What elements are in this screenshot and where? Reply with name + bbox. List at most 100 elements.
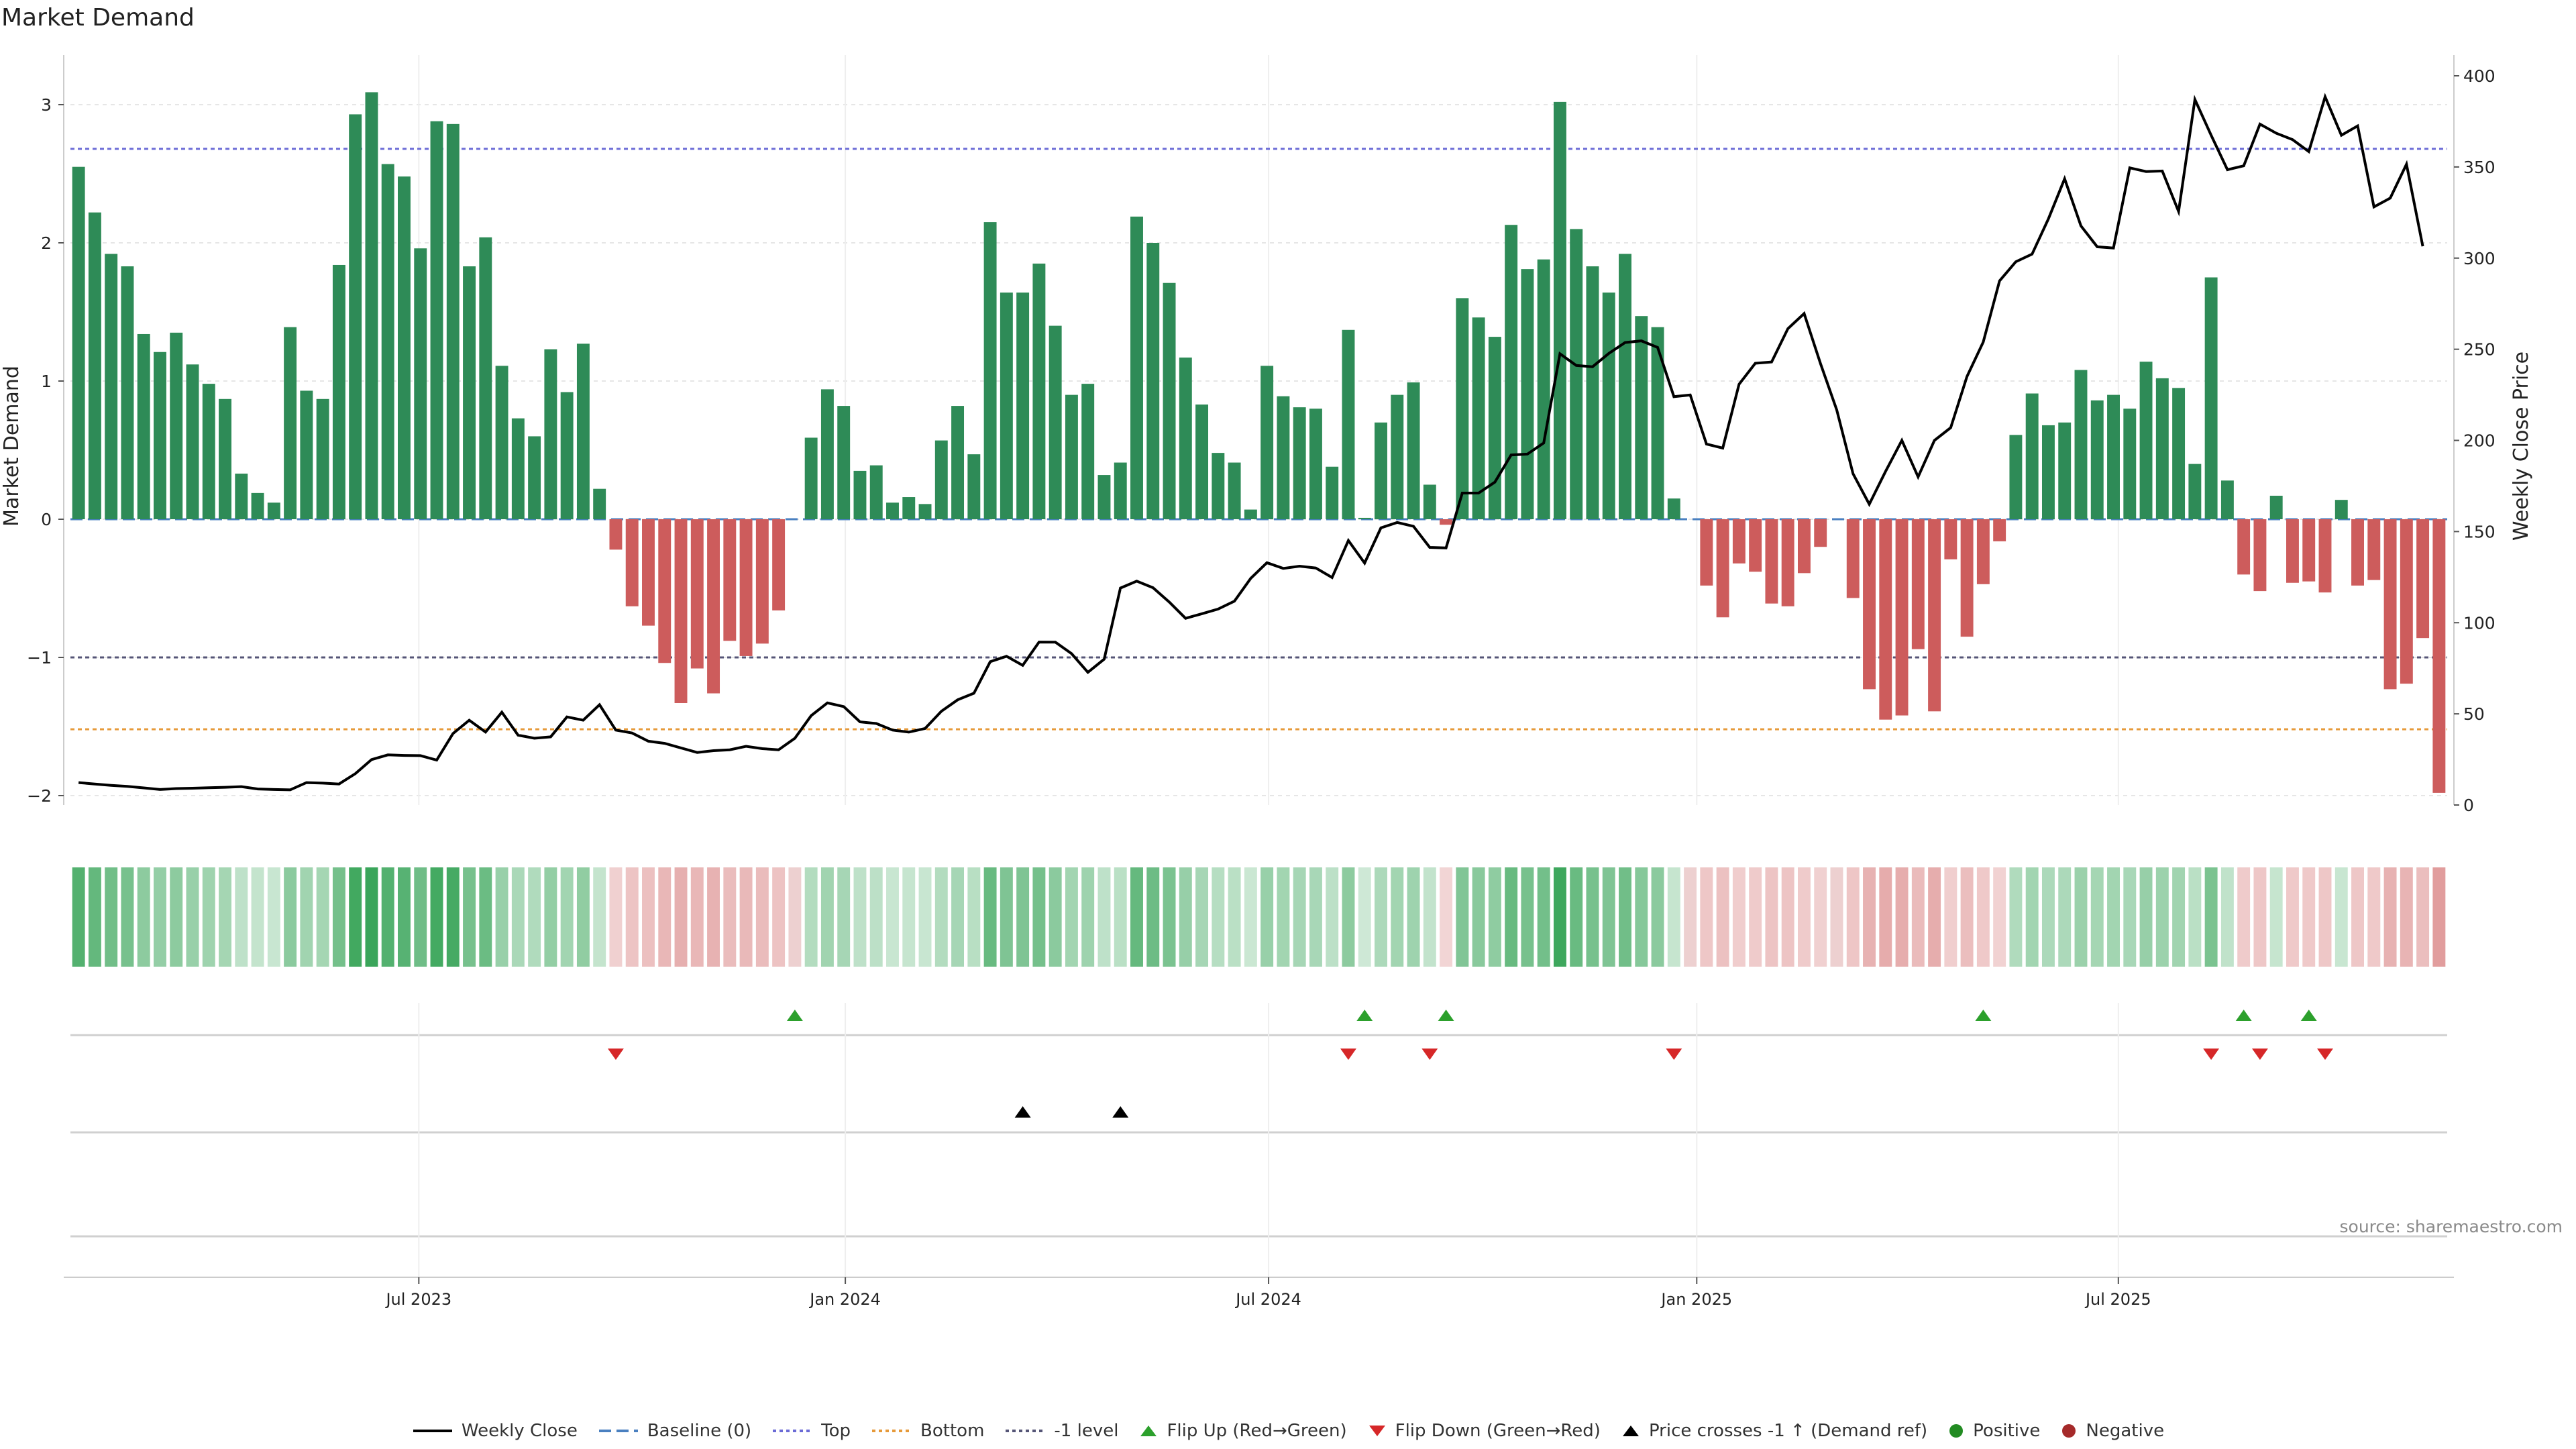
flip-down-marker xyxy=(1421,1049,1438,1060)
x-tick-label: Jan 2025 xyxy=(1660,1290,1732,1309)
demand-bar xyxy=(1749,519,1762,572)
strip-cell xyxy=(707,867,720,967)
strip-cell xyxy=(1570,867,1583,967)
strip-cell xyxy=(1667,867,1680,967)
strip-cell xyxy=(202,867,215,967)
demand-bar xyxy=(365,92,378,519)
strip-cell xyxy=(820,867,834,967)
demand-bar xyxy=(1765,519,1778,604)
demand-bar xyxy=(1456,298,1469,519)
demand-bar xyxy=(1244,509,1257,519)
strip-cell xyxy=(1163,867,1176,967)
demand-bar xyxy=(2253,519,2267,592)
strip-cell xyxy=(658,867,672,967)
demand-bar xyxy=(2025,393,2039,519)
demand-bars xyxy=(72,92,2446,793)
strip-cell xyxy=(2155,867,2169,967)
demand-bar xyxy=(284,327,297,519)
demand-bar xyxy=(1863,519,1876,690)
strip-cell xyxy=(2090,867,2104,967)
strip-cell xyxy=(1130,867,1143,967)
demand-bar xyxy=(316,398,329,519)
strip-cell xyxy=(2188,867,2202,967)
demand-bar xyxy=(1619,254,1631,519)
demand-bar xyxy=(381,164,394,519)
demand-bar xyxy=(2139,362,2153,519)
strip-cell xyxy=(365,867,378,967)
dotted-line-icon xyxy=(872,1430,912,1432)
demand-bar xyxy=(1797,519,1811,574)
strip-cell xyxy=(1993,867,2006,967)
demand-bar xyxy=(1260,366,1274,519)
demand-bar xyxy=(349,114,362,520)
demand-bar xyxy=(1488,337,1501,519)
strip-cell xyxy=(1016,867,1030,967)
strip-cell xyxy=(1651,867,1664,967)
x-tick-label: Jul 2025 xyxy=(2084,1290,2151,1309)
strip-cell xyxy=(772,867,786,967)
demand-bar xyxy=(820,389,834,519)
strip-cell xyxy=(1928,867,1941,967)
strip-cell xyxy=(951,867,965,967)
strip-cell xyxy=(2253,867,2267,967)
demand-bar xyxy=(853,470,867,519)
flip-up-marker xyxy=(1356,1010,1373,1021)
demand-bar xyxy=(219,398,232,519)
strip-cell xyxy=(1553,867,1566,967)
demand-bar xyxy=(1179,357,1192,519)
strip-cell xyxy=(625,867,639,967)
strip-cell xyxy=(2172,867,2186,967)
demand-bar xyxy=(1163,282,1176,519)
strip-cell xyxy=(1244,867,1257,967)
demand-bar xyxy=(2009,435,2023,519)
strip-cell xyxy=(1456,867,1469,967)
demand-bar xyxy=(72,166,85,519)
y2-tick-label: 300 xyxy=(2463,249,2496,268)
demand-bar xyxy=(934,440,948,519)
legend-label: Weekly Close xyxy=(461,1421,578,1441)
y2-tick-label: 150 xyxy=(2463,522,2496,541)
y-tick-label: 1 xyxy=(41,372,52,391)
demand-bar xyxy=(951,406,965,519)
strip-cell xyxy=(1391,867,1404,967)
y-tick-label: −2 xyxy=(27,786,52,806)
y2-tick-label: 250 xyxy=(2463,340,2496,360)
demand-bar xyxy=(137,333,150,519)
strip-cell xyxy=(72,867,85,967)
strip-cell xyxy=(2367,867,2381,967)
demand-bar xyxy=(2058,422,2072,519)
strip-cell xyxy=(479,867,492,967)
strip-cell xyxy=(284,867,297,967)
strip-cell xyxy=(902,867,916,967)
strip-cell xyxy=(1911,867,1925,967)
demand-bar xyxy=(2172,388,2186,519)
demand-bar xyxy=(1375,422,1387,519)
strip-cell xyxy=(2286,867,2299,967)
legend-label: Price crosses -1 ↑ (Demand ref) xyxy=(1648,1421,1928,1441)
demand-bar xyxy=(2090,400,2104,519)
strip-cell xyxy=(674,867,688,967)
demand-bar xyxy=(1651,327,1664,519)
demand-bar xyxy=(1293,407,1306,519)
demand-bar xyxy=(1781,519,1794,606)
strip-cell xyxy=(886,867,899,967)
demand-bar xyxy=(1081,384,1095,519)
strip-cell xyxy=(414,867,427,967)
price-cross-marker xyxy=(1014,1106,1031,1118)
demand-bar xyxy=(1423,484,1436,519)
strip-cell xyxy=(1879,867,1892,967)
legend-item-negative: Negative xyxy=(2060,1421,2164,1441)
demand-bar xyxy=(1895,519,1909,716)
demand-bar xyxy=(495,366,508,519)
y-tick-label: 0 xyxy=(41,510,52,529)
demand-bar xyxy=(1407,382,1420,519)
legend-item-flip-up: Flip Up (Red→Green) xyxy=(1138,1421,1347,1441)
demand-bar xyxy=(2074,370,2088,519)
strip-cell xyxy=(2334,867,2348,967)
reference-lines xyxy=(70,148,2447,731)
legend-label: Bottom xyxy=(920,1421,985,1441)
y-tick-label: −1 xyxy=(27,648,52,667)
flip-up-marker xyxy=(2300,1010,2317,1021)
triangle-up-icon xyxy=(1622,1426,1639,1436)
